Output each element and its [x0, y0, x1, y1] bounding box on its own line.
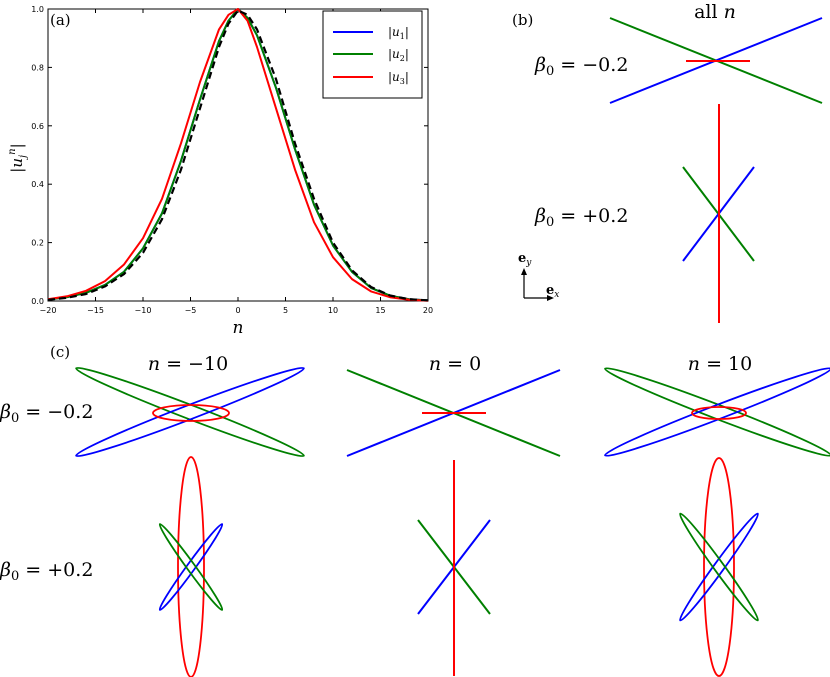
ellipse-u2-c3-bottom	[679, 512, 759, 622]
x-tick-label: 10	[328, 306, 338, 315]
column-title-n-0: n = 0	[429, 353, 481, 375]
legend-label-u2: |u2|	[388, 47, 409, 63]
basis-vectors: ey ex	[518, 251, 559, 301]
x-tick-label: −5	[185, 306, 197, 315]
ellipse-u3-c3-top	[691, 406, 747, 420]
ellipse-u1-c1-top	[75, 366, 305, 458]
ex-label: ex	[546, 283, 559, 300]
x-tick-label: 15	[375, 306, 385, 315]
y-ticks: 0.0 0.2 0.4 0.6 0.8 1.0	[31, 5, 428, 306]
x-tick-label: 20	[423, 306, 433, 315]
x-tick-label: −20	[40, 306, 57, 315]
x-ticks: −20 −15 −10 −5 0 5 10 15 20	[40, 9, 433, 315]
column-title-n-10: n = 10	[688, 353, 752, 375]
legend: |u1| |u2| |u3|	[322, 10, 423, 99]
y-tick-label: 0.4	[31, 180, 44, 189]
y-tick-label: 0.2	[31, 239, 44, 248]
series-lines	[47, 8, 429, 302]
y-tick-label: 0.8	[31, 63, 44, 72]
x-axis-label: n	[233, 318, 244, 338]
y-axis-label-text: |ujn|	[7, 143, 29, 172]
legend-label-u1: |u1|	[388, 25, 409, 41]
ellipse-u2-c1-bottom	[158, 523, 224, 611]
y-tick-label: 1.0	[31, 5, 44, 14]
panel-c-label: (c)	[50, 343, 70, 361]
beta-minus-label-c: β0 = −0.2	[0, 401, 93, 426]
ellipse-u3-c3-bottom	[703, 457, 735, 677]
ellipse-u1-c1-bottom	[158, 523, 224, 611]
x-tick-label: −10	[135, 306, 152, 315]
x-tick-label: −15	[87, 306, 104, 315]
ex-arrow-head	[547, 295, 554, 301]
panel-a-chart: −20 −15 −10 −5 0 5 10 15 20 0.0 0.2 0.4 0.6 0.8 1.0 (…	[7, 5, 433, 338]
y-axis-label: |ujn|	[7, 143, 29, 172]
series-line-3	[47, 8, 429, 302]
x-tick-label: 0	[235, 306, 240, 315]
panel-a-label: (a)	[50, 11, 71, 29]
ey-arrow-head	[521, 268, 527, 275]
y-tick-label: 0.6	[31, 122, 44, 131]
ellipse-u1-c3-bottom	[679, 512, 759, 622]
beta-minus-label-b: β0 = −0.2	[534, 54, 628, 79]
beta-plus-label-c: β0 = +0.2	[0, 559, 93, 584]
panel-b: (b) all n β0 = −0.2 β0 = +0.2 ey ex	[512, 1, 823, 323]
x-tick-label: 5	[283, 306, 288, 315]
beta-plus-label-b: β0 = +0.2	[534, 205, 628, 230]
column-title-n-minus-10: n = −10	[148, 353, 228, 375]
panel-b-title: all n	[694, 1, 736, 23]
panel-b-label: (b)	[512, 11, 533, 29]
ellipse-u3-c1-bottom	[177, 456, 205, 677]
ellipse-u2-c1-top	[75, 366, 305, 458]
ellipse-u3-c1-top	[152, 404, 230, 422]
legend-label-u3: |u3|	[388, 70, 409, 86]
panel-c: (c) n = −10 n = 0 n = 10 β0 = −0.2 β0 = …	[0, 343, 830, 677]
y-tick-label: 0.0	[31, 297, 44, 306]
ey-label: ey	[518, 251, 532, 268]
